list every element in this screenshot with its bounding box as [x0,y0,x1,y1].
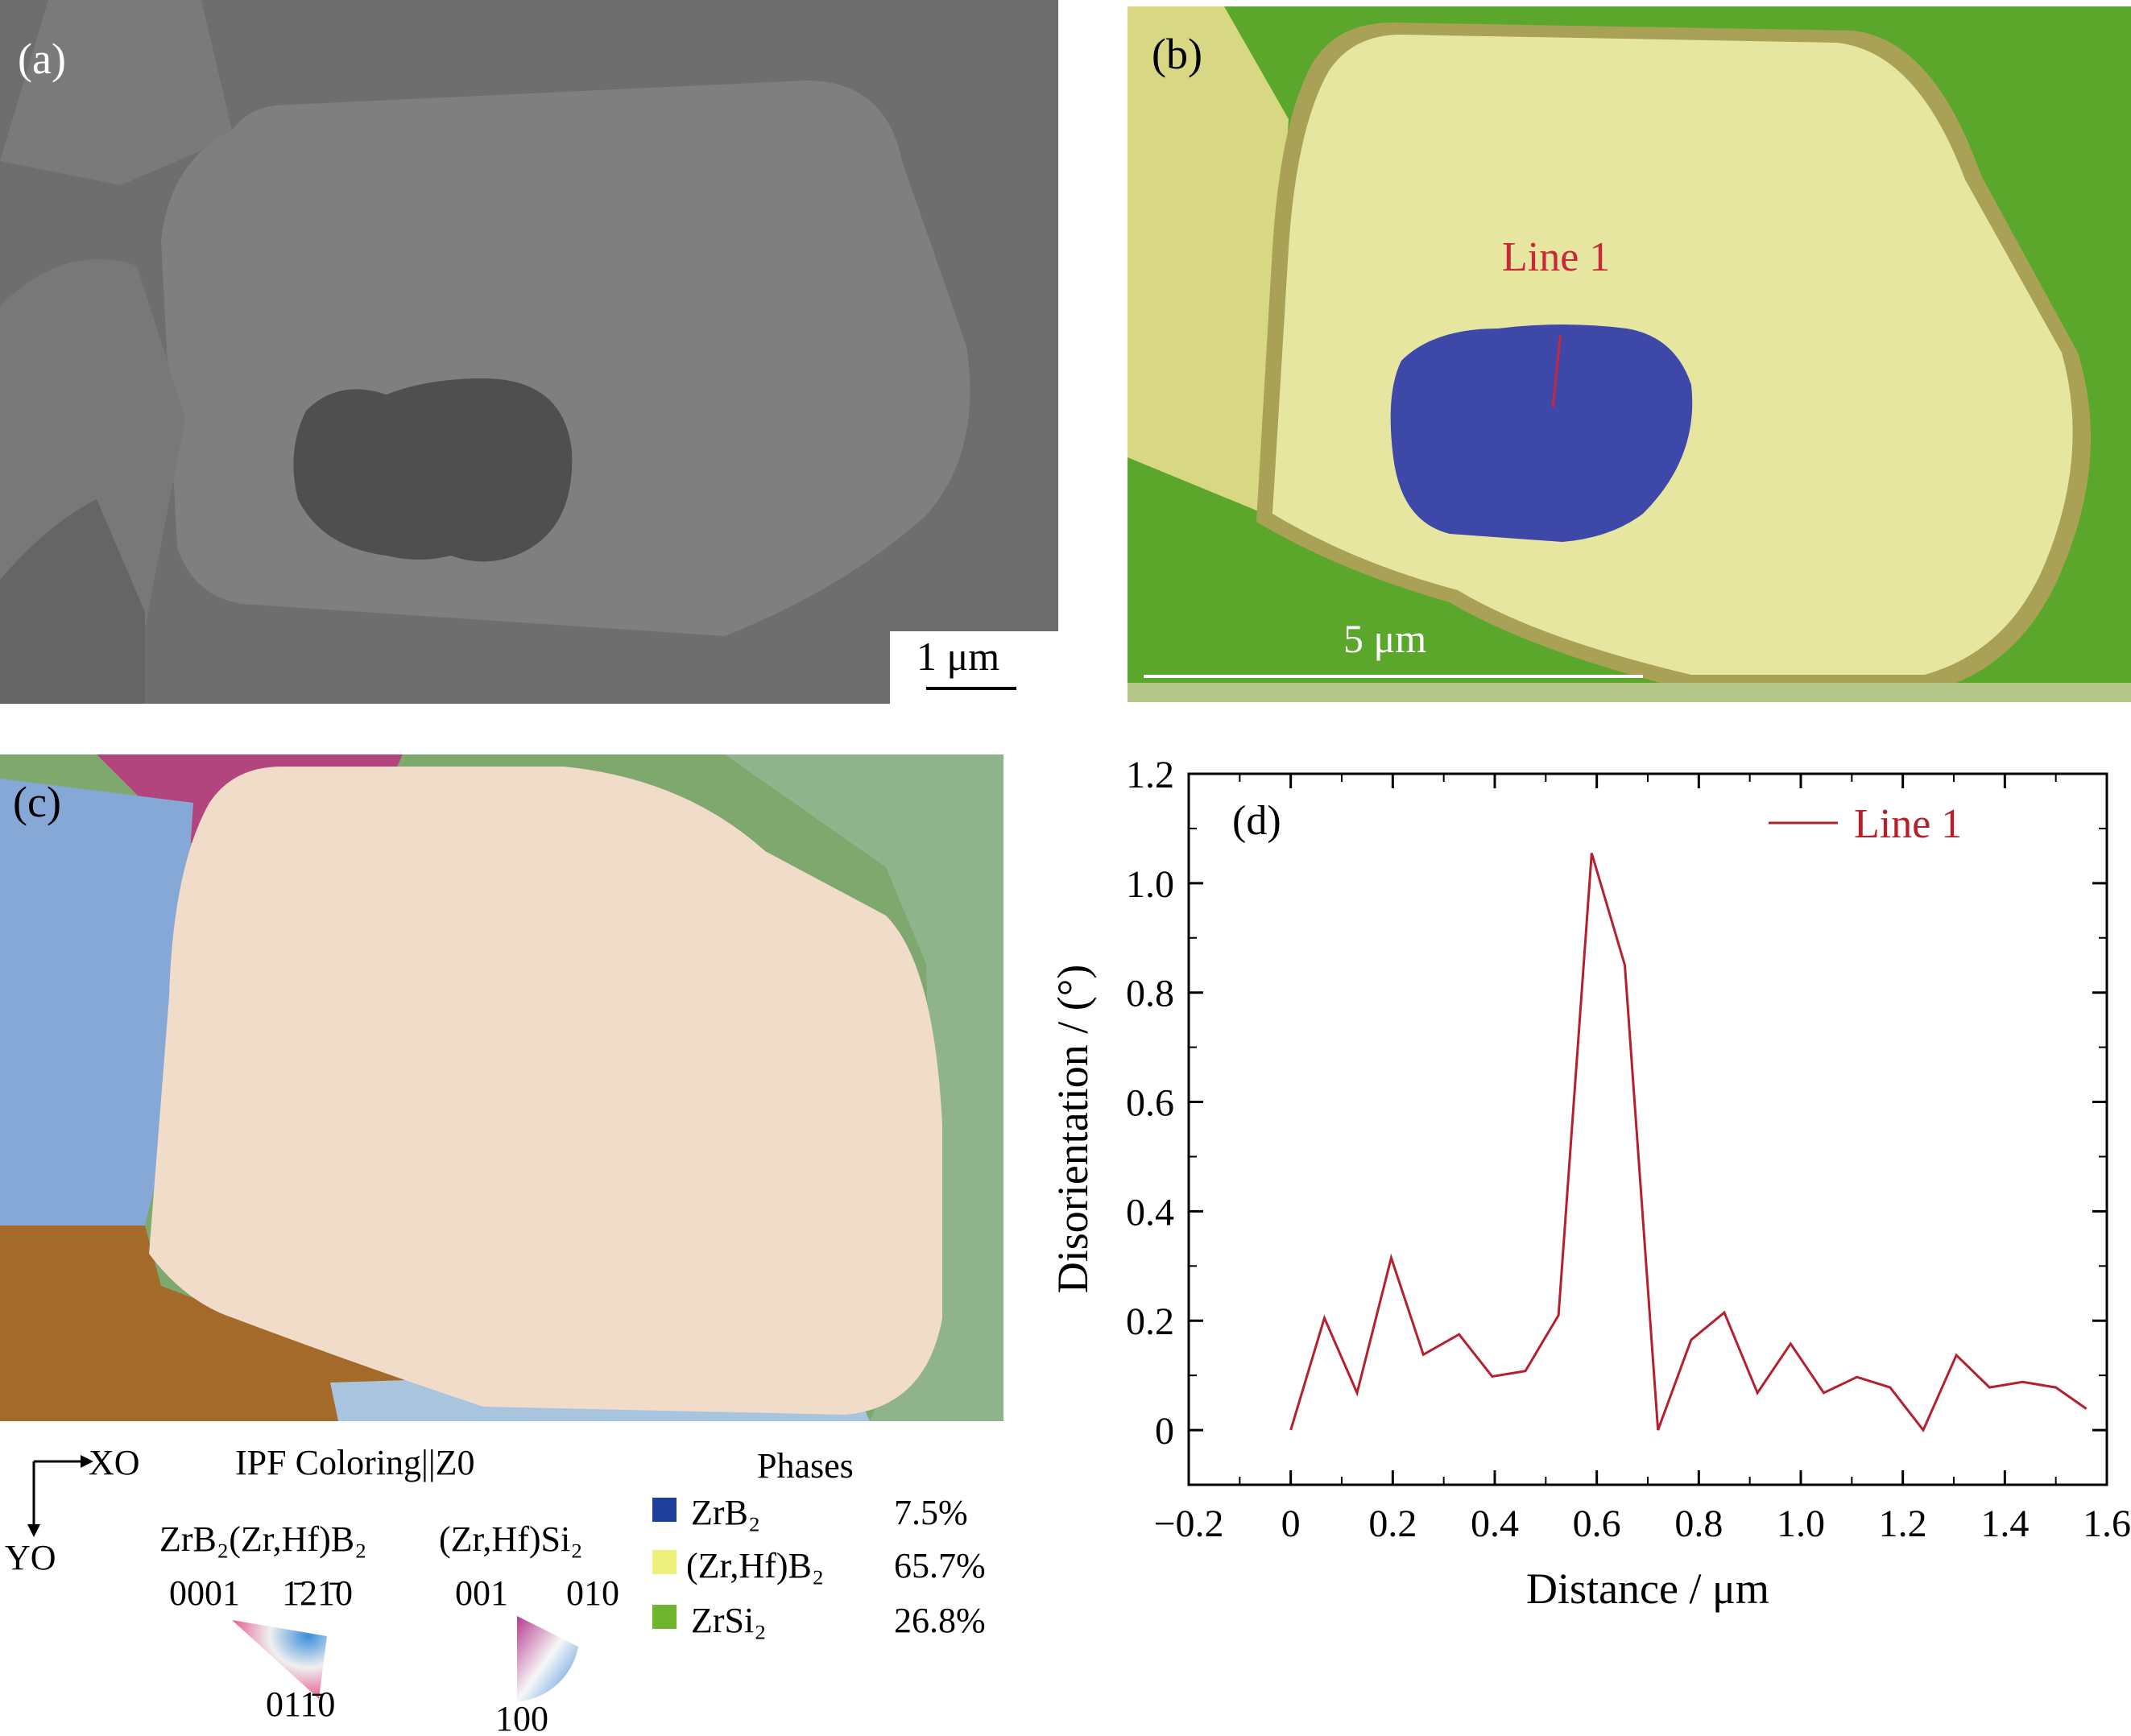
ipf-zrb2-triangle-icon [232,1620,327,1699]
phase-swatch-zrhfb2 [652,1550,677,1574]
panel-d-label: (d) [1232,798,1281,844]
x-tick-label: 1.6 [2083,1502,2131,1545]
x-tick-label: 0 [1281,1502,1301,1545]
axis-arrows-icon [27,1455,93,1537]
panel-a-sem-image: (a) 1 μm [0,0,1058,704]
series-layer [1289,853,2088,1432]
ipf-zrsi2-bottom: 100 [495,1699,548,1736]
legend-label: Line 1 [1854,801,1962,847]
y-tick-label: 1.0 [1126,863,1174,906]
phase-name: ZrSi₂ [691,1601,767,1640]
ipf-title: IPF Coloring||Z0 [235,1443,475,1482]
panel-c-legend: XO YO IPF Coloring||Z0 ZrB₂(Zr,Hf)B₂ 000… [0,1421,1047,1736]
ipf-zrb2-left: 0001 [169,1573,240,1613]
scalebar-line-a [926,687,1016,690]
phase-name: ZrB₂ [691,1493,761,1532]
ipf-zrsi2-right: 010 [566,1573,619,1613]
panel-a-label: (a) [18,35,66,83]
axis-y-label: YO [5,1538,56,1577]
panel-d-line-chart: −0.2 0 0.2 0.4 0.6 0.8 1.0 1.2 1.4 1.6 0 0.2 0.4 0.6 0… [1049,754,2131,1613]
scalebar-box [890,631,1058,704]
tick-labels: −0.2 0 0.2 0.4 0.6 0.8 1.0 1.2 1.4 1.6 0 0.2 0.4 0.6 0… [1126,754,2131,1545]
scalebar-label-a: 1 μm [917,634,1000,679]
line-1-label: Line 1 [1502,234,1611,280]
y-tick-label: 0 [1155,1410,1174,1453]
x-axis-label: Distance / μm [1526,1564,1769,1613]
panel-c-label: (c) [13,778,61,826]
ipf-map-illustration [0,754,1003,1421]
legend: Line 1 [1769,801,1962,847]
x-tick-label: 0.6 [1573,1502,1621,1545]
phase-value: 7.5% [894,1493,968,1532]
x-tick-label: 0.2 [1368,1502,1417,1545]
phases-title: Phases [757,1446,854,1486]
y-tick-label: 0.6 [1126,1082,1174,1125]
panel-b-label: (b) [1152,30,1202,78]
ipf-zrb2-right: 1̄21̄0 [282,1573,353,1613]
x-tick-label: 1.0 [1777,1502,1825,1545]
panel-c-ipf-map: (c) [0,754,1003,1421]
x-tick-label: 0.8 [1674,1502,1723,1545]
phase-value: 26.8% [894,1601,986,1640]
axis-x-label: XO [89,1443,140,1482]
ipf-zrb2-bottom: 011̄0 [266,1684,336,1724]
x-tick-label: 1.2 [1879,1502,1927,1545]
plot-frame [1187,772,2108,1486]
y-tick-label: 0.8 [1126,973,1174,1015]
y-tick-label: 1.2 [1126,754,1174,796]
scalebar-label-b: 5 μm [1343,616,1427,661]
ipf-zrsi2-quadrant-icon [517,1616,578,1701]
ipf-zrb2-title: ZrB₂(Zr,Hf)B₂ [159,1519,367,1559]
phase-name: (Zr,Hf)B₂ [686,1546,825,1585]
x-tick-label: −0.2 [1153,1502,1223,1545]
phase-swatch-zrsi2 [652,1605,677,1629]
y-tick-label: 0.4 [1126,1191,1174,1234]
panel-b-phase-map: (b) Line 1 5 μm [1128,6,2131,702]
axis-ticks [1187,772,2108,1485]
x-tick-label: 1.4 [1980,1502,2029,1545]
scalebar-line-b [1144,675,1643,678]
series-line-line-1 [1289,853,2088,1432]
y-tick-label: 0.2 [1126,1300,1174,1343]
ipf-zrsi2-left: 001 [455,1573,508,1613]
y-axis-label: Disorientation / (°) [1049,965,1097,1294]
x-tick-label: 0.4 [1471,1502,1519,1545]
phase-map-illustration [1128,6,2131,702]
ipf-zrsi2-title: (Zr,Hf)Si₂ [439,1519,583,1559]
sem-grain-illustration [0,0,1058,704]
phase-value: 65.7% [894,1546,986,1585]
phase-swatch-zrb2 [652,1498,677,1522]
